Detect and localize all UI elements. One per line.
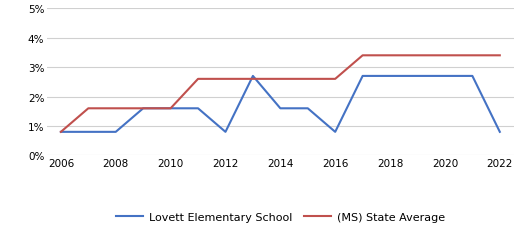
(MS) State Average — [497, 55, 503, 57]
Lovett Elementary School — [85, 131, 92, 134]
(MS) State Average — [250, 78, 256, 81]
Lovett Elementary School — [387, 75, 393, 78]
Lovett Elementary School — [497, 131, 503, 134]
Lovett Elementary School — [332, 131, 339, 134]
Lovett Elementary School — [168, 107, 174, 110]
(MS) State Average — [414, 55, 421, 57]
Legend: Lovett Elementary School, (MS) State Average: Lovett Elementary School, (MS) State Ave… — [111, 207, 450, 226]
(MS) State Average — [113, 107, 119, 110]
Lovett Elementary School — [442, 75, 448, 78]
(MS) State Average — [442, 55, 448, 57]
Lovett Elementary School — [58, 131, 64, 134]
(MS) State Average — [387, 55, 393, 57]
(MS) State Average — [222, 78, 228, 81]
Lovett Elementary School — [469, 75, 475, 78]
Lovett Elementary School — [359, 75, 366, 78]
Lovett Elementary School — [277, 107, 283, 110]
Lovett Elementary School — [250, 75, 256, 78]
Line: Lovett Elementary School: Lovett Elementary School — [61, 76, 500, 132]
(MS) State Average — [195, 78, 201, 81]
(MS) State Average — [58, 131, 64, 134]
(MS) State Average — [168, 107, 174, 110]
Line: (MS) State Average: (MS) State Average — [61, 56, 500, 132]
(MS) State Average — [140, 107, 146, 110]
(MS) State Average — [359, 55, 366, 57]
(MS) State Average — [85, 107, 92, 110]
(MS) State Average — [304, 78, 311, 81]
(MS) State Average — [277, 78, 283, 81]
Lovett Elementary School — [140, 107, 146, 110]
Lovett Elementary School — [113, 131, 119, 134]
Lovett Elementary School — [414, 75, 421, 78]
(MS) State Average — [469, 55, 475, 57]
(MS) State Average — [332, 78, 339, 81]
Lovett Elementary School — [195, 107, 201, 110]
Lovett Elementary School — [304, 107, 311, 110]
Lovett Elementary School — [222, 131, 228, 134]
